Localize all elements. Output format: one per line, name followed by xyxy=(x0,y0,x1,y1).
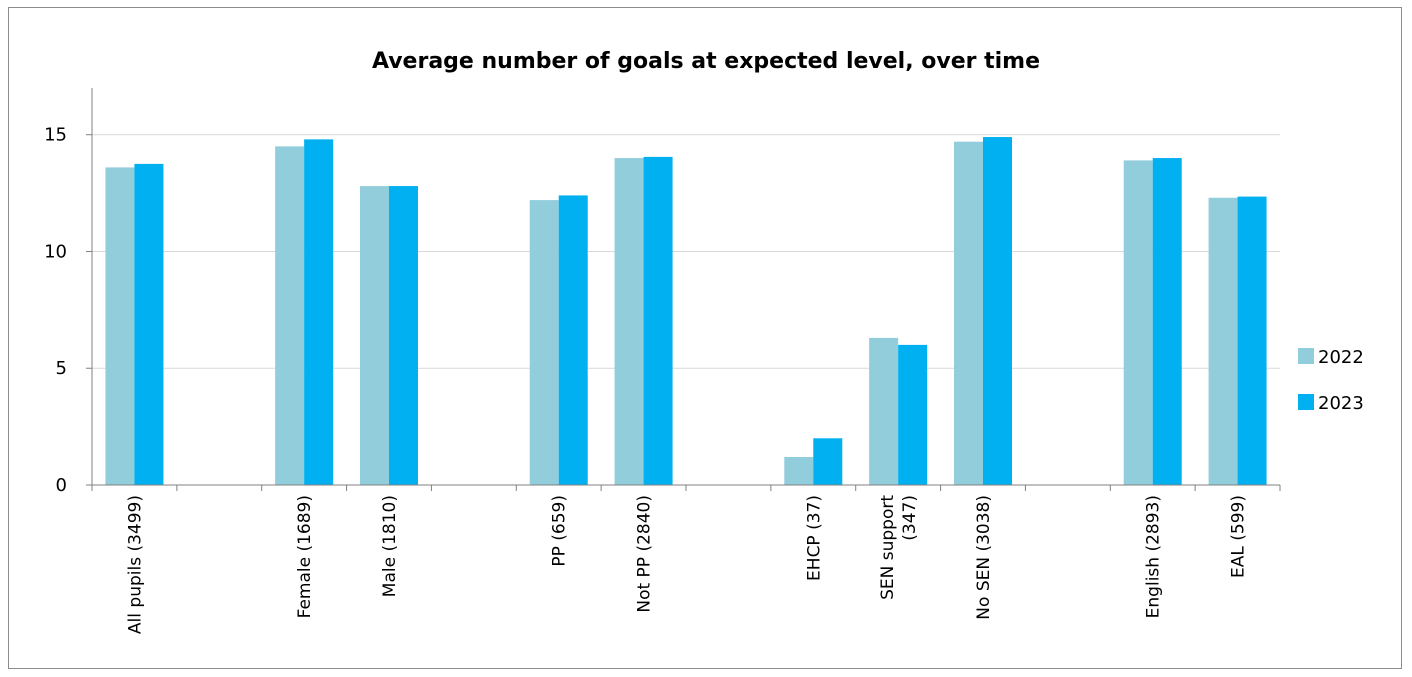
bar-2022-10 xyxy=(954,141,983,485)
x-tick-label-13-0: EAL (599) xyxy=(1229,495,1249,578)
chart-frame: Average number of goals at expected leve… xyxy=(8,7,1402,669)
y-tick-labels: 0 5 10 15 xyxy=(44,125,67,496)
y-tick-label-10: 10 xyxy=(44,241,67,262)
x-tick-label-8-0: EHCP (37) xyxy=(804,495,824,581)
legend-swatch-2023 xyxy=(1298,394,1314,410)
bar-2022-13 xyxy=(1208,197,1238,485)
bar-2022-12 xyxy=(1123,160,1153,486)
y-tick-label-0: 0 xyxy=(56,475,67,496)
chart-title: Average number of goals at expected leve… xyxy=(372,49,1040,74)
bar-2023-6 xyxy=(643,156,673,485)
chart-svg: Average number of goals at expected leve… xyxy=(44,49,1364,634)
bar-2023-5 xyxy=(558,195,588,485)
x-tick-label-6-0: Not PP (2840) xyxy=(635,495,655,613)
y-tick-label-15: 15 xyxy=(44,125,67,146)
bar-2022-5 xyxy=(529,200,559,485)
x-tick-label-10-0: No SEN (3038) xyxy=(974,495,994,620)
legend-label-2022: 2022 xyxy=(1318,347,1364,368)
bar-2023-2 xyxy=(304,139,334,485)
bar-2022-3 xyxy=(360,186,389,486)
x-tick-label-0-0: All pupils (3499) xyxy=(125,495,145,634)
x-tick-label-3-0: Male (1810) xyxy=(380,495,400,597)
axes xyxy=(86,88,1281,491)
bar-2023-12 xyxy=(1152,158,1182,485)
x-tick-label-9-1: (347) xyxy=(900,495,920,541)
x-tick-label-2-0: Female (1689) xyxy=(295,495,315,618)
bars xyxy=(105,137,1267,486)
legend-swatch-2022 xyxy=(1298,348,1314,364)
bar-2023-8 xyxy=(813,438,843,485)
bar-2022-9 xyxy=(869,337,899,485)
x-tick-label-5-0: PP (659) xyxy=(550,495,570,567)
bar-2022-0 xyxy=(105,167,135,485)
legend-label-2023: 2023 xyxy=(1318,393,1364,414)
bar-2022-2 xyxy=(275,146,305,485)
bar-2023-0 xyxy=(134,163,164,485)
bar-2023-9 xyxy=(898,344,928,485)
bar-2023-10 xyxy=(983,137,1012,485)
y-tick-label-5: 5 xyxy=(56,358,67,379)
bar-2023-3 xyxy=(389,186,418,486)
bar-2023-13 xyxy=(1237,196,1267,485)
bar-2022-6 xyxy=(614,158,644,485)
bar-2022-8 xyxy=(784,456,814,485)
legend: 2022 2023 xyxy=(1298,347,1364,414)
x-tick-label-9-0: SEN support xyxy=(878,495,898,600)
x-tick-labels: All pupils (3499) Female (1689) Male (1810… xyxy=(125,495,1248,634)
x-tick-label-12-0: English (2893) xyxy=(1144,495,1164,618)
gridlines xyxy=(92,134,1280,369)
